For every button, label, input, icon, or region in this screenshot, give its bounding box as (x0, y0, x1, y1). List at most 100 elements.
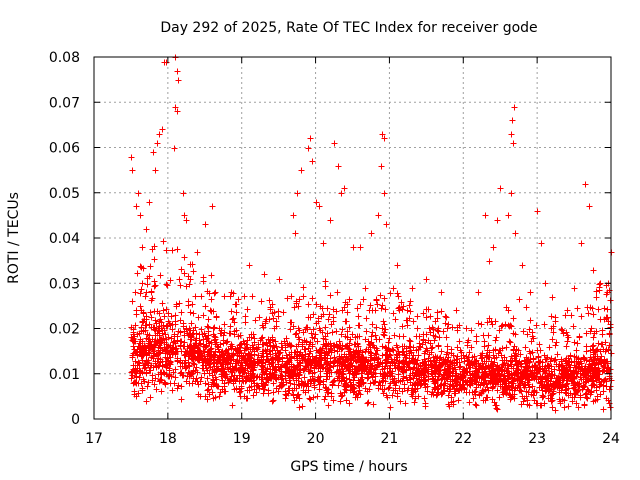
data-point (494, 406, 501, 413)
data-point (520, 328, 527, 335)
data-point (352, 394, 359, 401)
data-point (553, 339, 560, 346)
data-point (294, 190, 301, 197)
data-point (247, 346, 254, 353)
data-point (512, 230, 519, 237)
data-point (366, 386, 373, 393)
data-point (180, 190, 187, 197)
data-point (562, 312, 569, 319)
data-point (601, 305, 608, 312)
data-point (140, 310, 147, 317)
data-point (468, 344, 475, 351)
data-point (331, 140, 338, 147)
data-point (387, 290, 394, 297)
data-point (160, 322, 167, 329)
data-point (468, 327, 475, 334)
data-point (386, 335, 393, 342)
data-point (589, 343, 596, 350)
data-point (139, 244, 146, 251)
data-point (377, 382, 384, 389)
y-tick-label: 0 (71, 412, 80, 428)
chart-title: Day 292 of 2025, Rate Of TEC Index for r… (160, 20, 537, 36)
data-point (178, 369, 185, 376)
data-point (192, 337, 199, 344)
data-point (409, 285, 416, 292)
data-point (194, 249, 201, 256)
data-point (564, 338, 571, 345)
data-point (244, 395, 251, 402)
data-point (171, 145, 178, 152)
data-point (152, 282, 159, 289)
data-point (132, 289, 139, 296)
data-point (320, 240, 327, 247)
data-point (131, 388, 138, 395)
data-point (277, 382, 284, 389)
data-point (485, 387, 492, 394)
data-point (267, 304, 274, 311)
data-point (231, 386, 238, 393)
data-point (168, 335, 175, 342)
data-point (452, 388, 459, 395)
data-point (206, 391, 213, 398)
data-point (552, 342, 559, 349)
data-point (163, 306, 170, 313)
data-point (270, 343, 277, 350)
data-point (540, 393, 547, 400)
data-point (438, 308, 445, 315)
data-point (375, 355, 382, 362)
data-point (229, 402, 236, 409)
data-point (485, 342, 492, 349)
data-point (219, 386, 226, 393)
data-point (531, 397, 538, 404)
data-point (143, 398, 150, 405)
data-point (481, 358, 488, 365)
data-point (271, 325, 278, 332)
data-point (322, 278, 329, 285)
data-point (238, 385, 245, 392)
data-point (205, 386, 212, 393)
data-point (575, 404, 582, 411)
data-point (588, 388, 595, 395)
data-point (169, 387, 176, 394)
data-point (269, 366, 276, 373)
data-point (577, 394, 584, 401)
data-point (602, 360, 609, 367)
data-point (313, 199, 320, 206)
data-point (406, 337, 413, 344)
data-point (367, 357, 374, 364)
data-point (363, 328, 370, 335)
data-point (305, 301, 312, 308)
data-point (380, 318, 387, 325)
data-point (210, 331, 217, 338)
data-point (429, 324, 436, 331)
data-point (310, 357, 317, 364)
data-point (133, 311, 140, 318)
data-point (255, 341, 262, 348)
x-tick-label: 24 (602, 431, 620, 447)
data-point (330, 378, 337, 385)
data-point (576, 361, 583, 368)
data-point (322, 393, 329, 400)
data-point (452, 380, 459, 387)
data-point (270, 389, 277, 396)
data-point (573, 347, 580, 354)
data-point (394, 262, 401, 269)
data-point (379, 325, 386, 332)
data-point (202, 303, 209, 310)
data-point (351, 341, 358, 348)
data-point (221, 321, 228, 328)
data-point (548, 325, 555, 332)
data-point (196, 349, 203, 356)
data-point (152, 317, 159, 324)
data-point (334, 289, 341, 296)
data-point (315, 315, 322, 322)
data-point (139, 357, 146, 364)
data-point (502, 321, 509, 328)
data-point (495, 379, 502, 386)
data-point (416, 340, 423, 347)
data-point (583, 390, 590, 397)
data-point (330, 306, 337, 313)
data-point (343, 397, 350, 404)
data-point (422, 403, 429, 410)
data-point (515, 369, 522, 376)
